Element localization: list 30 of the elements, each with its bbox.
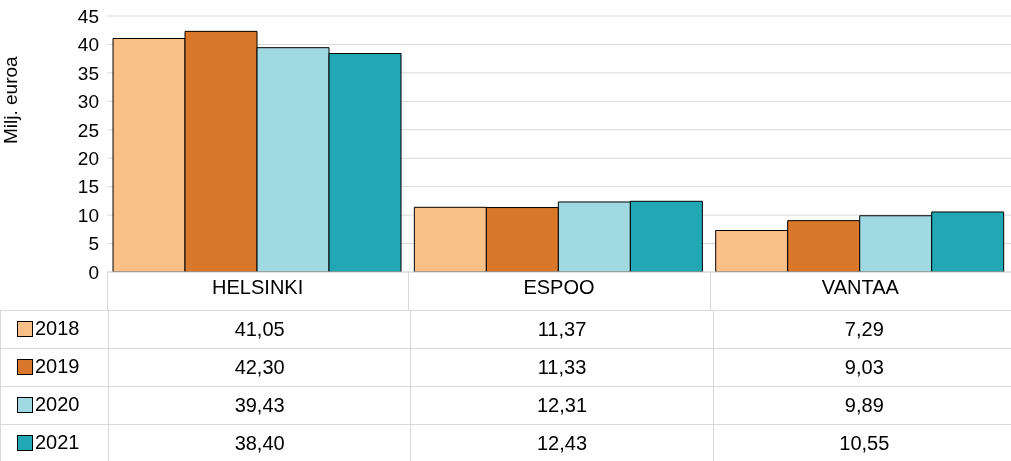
data-label: 7,29 [713, 310, 1011, 349]
y-tick-label: 15 [77, 176, 99, 198]
x-tick-label: ESPOO [523, 276, 595, 299]
y-tick-label: 45 [77, 5, 99, 27]
y-tick-label: 10 [77, 204, 99, 226]
data-label: 39,43 [108, 386, 411, 425]
y-tick-label: 5 [88, 233, 99, 255]
y-tick-label: 40 [77, 34, 99, 56]
y-tick-label: 30 [77, 91, 99, 113]
data-label: 11,33 [410, 348, 714, 387]
data-label: 9,89 [713, 386, 1011, 425]
legend-label: 2020 [35, 393, 80, 417]
data-label: 42,30 [108, 348, 411, 387]
data-label: 9,03 [713, 348, 1011, 387]
y-tick-label: 25 [77, 119, 99, 141]
data-label: 41,05 [108, 310, 411, 349]
legend-label: 2018 [35, 317, 80, 341]
y-tick-label: 35 [77, 62, 99, 84]
data-label: 12,43 [410, 424, 714, 461]
y-tick-label: 0 [88, 261, 99, 283]
legend-label: 2019 [35, 355, 80, 379]
legend-label: 2021 [35, 431, 80, 455]
y-axis-title: Milj. euroa [0, 55, 21, 144]
data-label: 38,40 [108, 424, 411, 461]
y-tick-label: 20 [77, 147, 99, 169]
data-label: 11,37 [410, 310, 714, 349]
data-label: 10,55 [713, 424, 1011, 461]
data-label: 12,31 [410, 386, 714, 425]
x-tick-label: VANTAA [821, 276, 900, 299]
x-tick-label: HELSINKI [212, 276, 304, 299]
